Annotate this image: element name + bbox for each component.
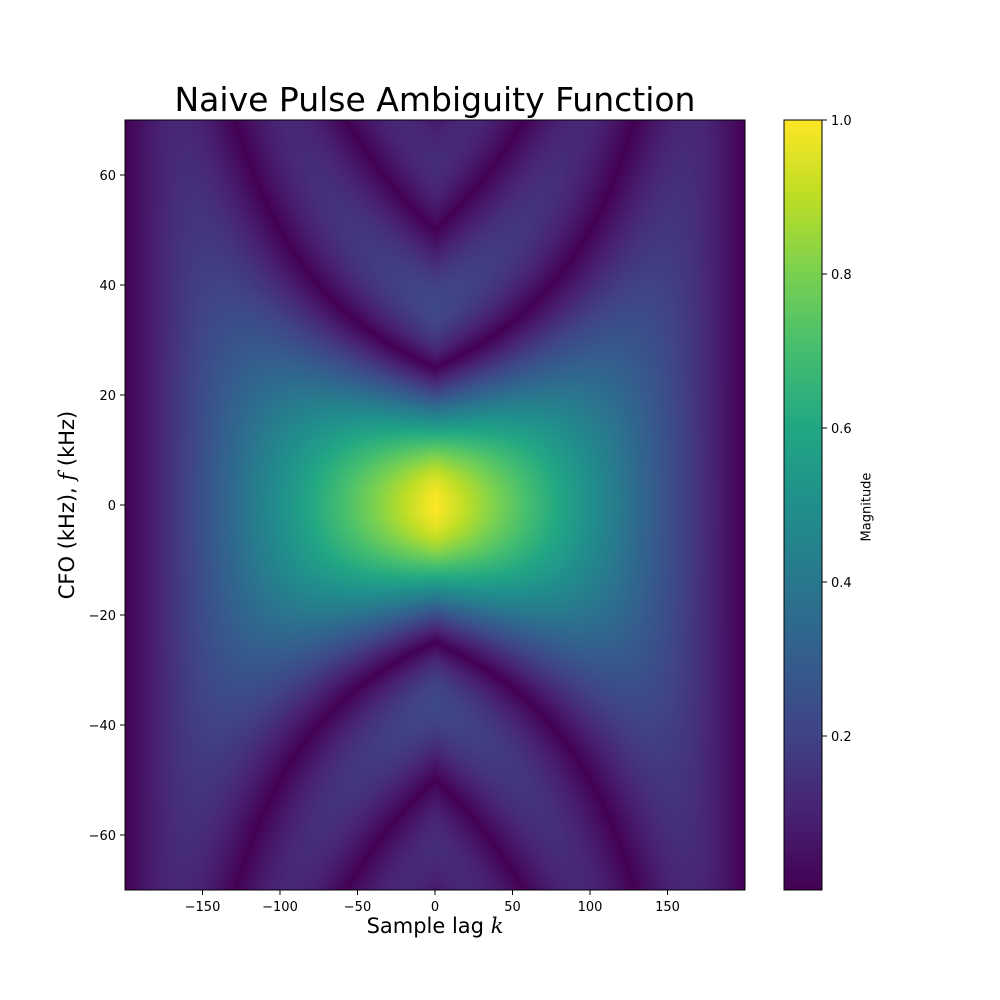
heatmap-image (125, 120, 745, 890)
x-tick-label: −100 (262, 900, 298, 915)
y-tick-label: −40 (89, 719, 116, 734)
colorbar-frame (783, 119, 823, 891)
y-tick-label: 60 (99, 169, 116, 184)
x-tick-label: 0 (431, 900, 439, 915)
plot-frame (124, 119, 746, 891)
y-axis-label: CFO (kHz), f (kHz) (55, 411, 79, 600)
colorbar-tick-label: 1.0 (831, 114, 852, 129)
chart-title: Naive Pulse Ambiguity Function (174, 80, 696, 119)
y-tick-label: 20 (99, 389, 116, 404)
y-axis-label-unit: (kHz) (55, 410, 79, 473)
colorbar-tick-label: 0.6 (831, 422, 852, 437)
colorbar-label: Magnitude (859, 472, 875, 542)
x-tick-label: 150 (655, 900, 680, 915)
colorbar-tick-label: 0.2 (831, 730, 852, 745)
x-tick-label: 100 (578, 900, 603, 915)
y-tick-label: −60 (89, 829, 116, 844)
x-tick-label: 50 (504, 900, 521, 915)
y-axis-label-var: f (55, 472, 79, 481)
x-axis-label-var: k (490, 914, 504, 938)
x-tick-label: −150 (185, 900, 221, 915)
colorbar-tick-label: 0.4 (831, 576, 852, 591)
y-tick-label: 0 (108, 499, 116, 514)
x-axis-label-text: Sample lag (366, 914, 491, 938)
x-axis-label: Sample lag k (125, 914, 745, 938)
colorbar-tick-label: 0.8 (831, 268, 852, 283)
colorbar-gradient (784, 120, 822, 890)
y-axis-label-text: CFO (kHz), (55, 480, 79, 600)
y-tick-label: −20 (89, 609, 116, 624)
x-tick-label: −50 (344, 900, 371, 915)
y-tick-label: 40 (99, 279, 116, 294)
